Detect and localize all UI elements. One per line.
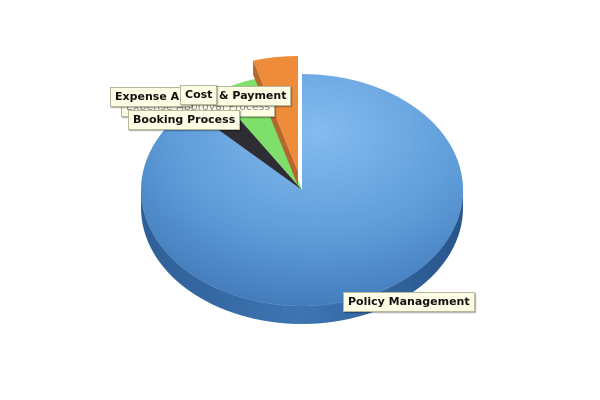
label-booking-process-text: Booking Process	[133, 113, 236, 126]
slice-policy-management-side	[141, 190, 463, 324]
label-cost-payment-a: Cost	[180, 85, 218, 105]
label-expense-approval-text: Expense Ap	[115, 90, 187, 103]
label-cost-payment-b-text: & Payment	[219, 89, 287, 102]
label-cost-payment-b: & Payment	[214, 86, 292, 106]
label-booking-process: Booking Process	[128, 110, 241, 130]
label-policy-management: Policy Management	[343, 292, 475, 312]
slice-policy-management	[140, 74, 464, 307]
label-policy-management-text: Policy Management	[348, 295, 470, 308]
pie-slices	[140, 56, 464, 324]
label-cost-payment-a-text: Cost	[185, 88, 213, 101]
slice-cost-payment	[253, 56, 298, 172]
